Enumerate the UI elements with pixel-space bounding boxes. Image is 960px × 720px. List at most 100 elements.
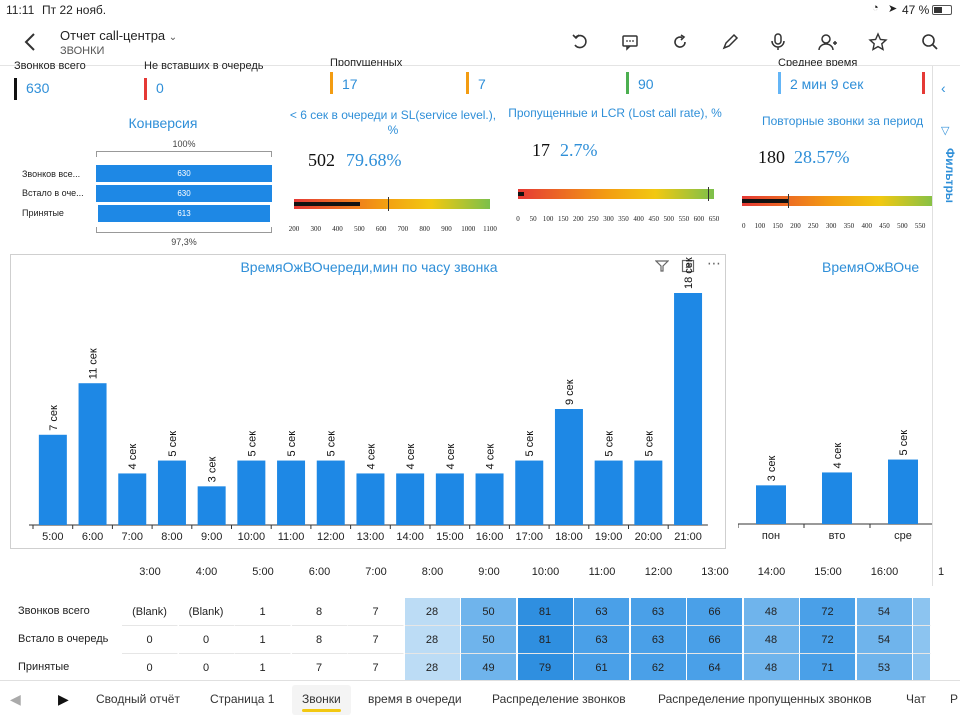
bar-вто[interactable]	[822, 472, 852, 524]
table-column-header: 4:00	[195, 566, 218, 578]
table-cell: 61	[574, 654, 630, 682]
undo-icon[interactable]	[566, 28, 594, 56]
search-icon[interactable]	[916, 28, 944, 56]
bar-10:00[interactable]	[237, 460, 266, 525]
chart-title: ВремяОжВОче	[822, 259, 920, 275]
table-cell: 50	[461, 598, 517, 626]
x-tick-label: 17:00	[515, 531, 543, 543]
tab-summary[interactable]: Сводный отчёт	[96, 692, 180, 706]
table-column-header: 5:00	[252, 566, 274, 578]
filters-pane[interactable]: ‹ ▽ Фильтры	[932, 66, 960, 586]
gauge-tick-label: 200	[573, 215, 584, 223]
bar-15:00[interactable]	[435, 473, 464, 525]
table-cell: 72	[800, 626, 856, 654]
tab-page-1[interactable]: Страница 1	[210, 692, 275, 706]
tab-calls-distribution[interactable]: Распределение звонков	[492, 692, 626, 706]
bar-13:00[interactable]	[356, 473, 385, 525]
table-cell	[913, 654, 931, 682]
bar-пон[interactable]	[756, 485, 786, 524]
tab-missed-distribution[interactable]: Распределение пропущенных звонков	[658, 692, 872, 706]
chevron-down-icon: ⌄	[168, 32, 178, 43]
prev-page-icon[interactable]: ◀	[10, 691, 21, 707]
status-time: 11:11	[6, 3, 35, 17]
filters-label[interactable]: Фильтры	[943, 148, 957, 204]
funnel-bar[interactable]: 630	[96, 165, 272, 182]
gauge-ticks: 200 300 400 500 600 700 800 900 1000 1100	[289, 225, 497, 235]
bar-14:00[interactable]	[396, 473, 425, 525]
filter-icon[interactable]	[654, 259, 670, 276]
tab-queue-time[interactable]: время в очереди	[368, 692, 462, 706]
app-header: Отчет call-центра ⌄ ЗВОНКИ	[0, 20, 960, 66]
active-tab-indicator	[302, 709, 341, 712]
bar-19:00[interactable]	[594, 460, 623, 525]
gauge-tick-label: 100	[542, 215, 554, 223]
bar-21:00[interactable]	[674, 293, 703, 525]
star-icon[interactable]	[864, 28, 892, 56]
kpi-color-bar	[14, 78, 17, 100]
next-page-icon[interactable]: ▶	[58, 691, 69, 707]
kpi-label: Не вставших в очередь	[144, 60, 264, 72]
tab-chat[interactable]: Чат	[906, 692, 926, 706]
back-icon[interactable]	[16, 28, 44, 56]
data-label: 5 сек	[643, 431, 655, 457]
kpi-color-bar	[466, 72, 469, 94]
bar-16:00[interactable]	[475, 473, 504, 525]
kpi-color-bar	[922, 72, 925, 94]
kpi-label: Пропущенных	[330, 57, 403, 66]
table-cell: 63	[574, 598, 630, 626]
gauge-bar-sl	[294, 197, 490, 211]
data-label: 3 сек	[766, 456, 778, 482]
data-label: 5 сек	[524, 431, 536, 457]
gauge-value-fill	[294, 202, 360, 206]
table-column-header: 3:00	[139, 566, 161, 578]
data-label: 5 сек	[246, 431, 258, 457]
kpi-value-calls-total: 630	[26, 80, 50, 96]
bar-5:00[interactable]	[38, 434, 67, 525]
gauge-tick-label: 700	[397, 225, 409, 233]
tab-more[interactable]: Р	[950, 692, 959, 706]
focus-mode-icon[interactable]	[681, 259, 695, 278]
bar-12:00[interactable]	[316, 460, 345, 525]
x-tick-label: 11:00	[278, 531, 305, 543]
bar-11:00[interactable]	[277, 460, 306, 525]
gauge-tick-label: 150	[557, 215, 569, 223]
bar-17:00[interactable]	[515, 460, 544, 525]
kpi-value-missed: 17	[342, 76, 358, 92]
refresh-icon[interactable]	[666, 28, 694, 56]
bar-18:00[interactable]	[554, 409, 583, 525]
bar-7:00[interactable]	[118, 473, 147, 525]
gauge-tick-label: 600	[693, 215, 705, 223]
chevron-left-icon[interactable]: ‹	[941, 80, 946, 96]
funnel-bar[interactable]: 630	[96, 185, 272, 202]
comment-icon[interactable]	[616, 28, 644, 56]
data-label: 4 сек	[127, 444, 139, 470]
table-column-header: 10:00	[531, 566, 560, 578]
table-cell: 0	[122, 654, 178, 682]
data-label: 4 сек	[445, 444, 457, 470]
bar-9:00[interactable]	[197, 486, 226, 525]
wait-time-by-weekday-panel[interactable]: ВремяОжВОче пон 3 сек вто 4 сек сре 5 сек	[738, 254, 932, 549]
bar-6:00[interactable]	[78, 383, 107, 525]
table-row-label: Принятые	[18, 661, 70, 673]
gauge-tick-label: 800	[419, 225, 430, 233]
kpi-color-bar	[778, 72, 781, 94]
filter-icon: ▽	[941, 125, 950, 137]
microphone-icon[interactable]	[764, 28, 792, 56]
tab-calls[interactable]: Звонки	[292, 685, 351, 715]
table-cell: 7	[348, 626, 404, 654]
bar-сре[interactable]	[888, 459, 918, 524]
add-user-icon[interactable]	[814, 28, 842, 56]
report-title[interactable]: Отчет call-центра ⌄	[60, 28, 178, 43]
x-tick-label: 15:00	[436, 531, 464, 543]
funnel-bar[interactable]: 613	[98, 205, 270, 222]
more-options-icon[interactable]: ⋯	[707, 255, 721, 271]
wait-time-chart-panel[interactable]: ВремяОжВОчереди,мин по часу звонка ⋯ 5:0…	[10, 254, 726, 549]
bar-20:00[interactable]	[634, 460, 663, 525]
bar-8:00[interactable]	[157, 460, 186, 525]
table-cell: 81	[517, 598, 574, 626]
table-column-header: 14:00	[757, 566, 786, 578]
pen-icon[interactable]	[716, 28, 744, 56]
table-column-header: 8:00	[421, 566, 444, 578]
x-tick-label: 16:00	[476, 531, 504, 543]
table-column-header: 11:00	[588, 566, 616, 578]
